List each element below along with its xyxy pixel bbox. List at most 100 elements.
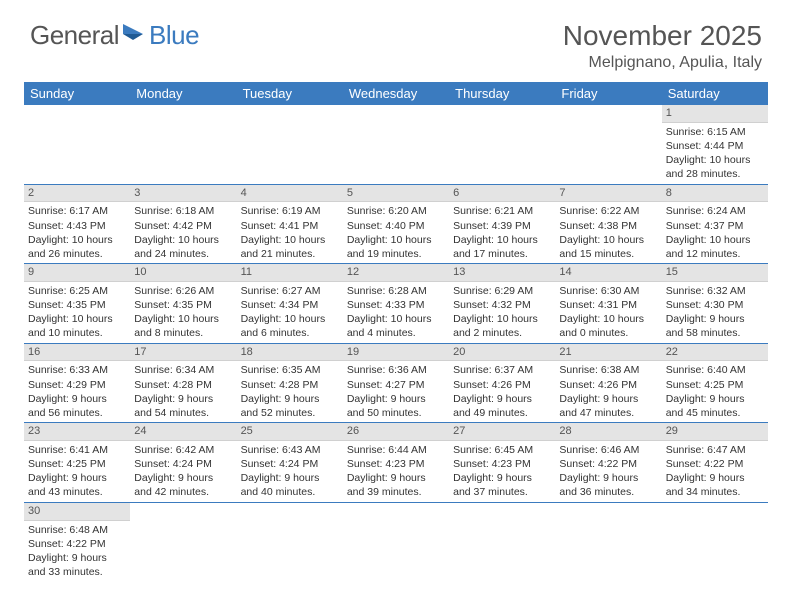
sunrise-line: Sunrise: 6:20 AM bbox=[347, 204, 445, 218]
logo-text-general: General bbox=[30, 20, 119, 51]
day-number: 9 bbox=[24, 264, 130, 282]
day-number: 12 bbox=[343, 264, 449, 282]
sunrise-line: Sunrise: 6:34 AM bbox=[134, 363, 232, 377]
daylight-line: Daylight: 10 hours and 10 minutes. bbox=[28, 312, 126, 340]
sunrise-line: Sunrise: 6:22 AM bbox=[559, 204, 657, 218]
calendar-day-cell: 3Sunrise: 6:18 AMSunset: 4:42 PMDaylight… bbox=[130, 184, 236, 264]
calendar-day-cell: 11Sunrise: 6:27 AMSunset: 4:34 PMDayligh… bbox=[237, 264, 343, 344]
sunset-line: Sunset: 4:33 PM bbox=[347, 298, 445, 312]
day-content: Sunrise: 6:22 AMSunset: 4:38 PMDaylight:… bbox=[555, 202, 661, 263]
calendar-week-row: 23Sunrise: 6:41 AMSunset: 4:25 PMDayligh… bbox=[24, 423, 768, 503]
day-header: Monday bbox=[130, 82, 236, 105]
day-content: Sunrise: 6:15 AMSunset: 4:44 PMDaylight:… bbox=[662, 123, 768, 184]
calendar-day-cell: 13Sunrise: 6:29 AMSunset: 4:32 PMDayligh… bbox=[449, 264, 555, 344]
day-number: 15 bbox=[662, 264, 768, 282]
day-number: 14 bbox=[555, 264, 661, 282]
day-number: 13 bbox=[449, 264, 555, 282]
daylight-line: Daylight: 9 hours and 49 minutes. bbox=[453, 392, 551, 420]
sunrise-line: Sunrise: 6:33 AM bbox=[28, 363, 126, 377]
sunset-line: Sunset: 4:25 PM bbox=[666, 378, 764, 392]
day-header: Wednesday bbox=[343, 82, 449, 105]
calendar-day-cell: 18Sunrise: 6:35 AMSunset: 4:28 PMDayligh… bbox=[237, 343, 343, 423]
day-number: 2 bbox=[24, 185, 130, 203]
calendar-empty-cell bbox=[662, 502, 768, 581]
day-number: 26 bbox=[343, 423, 449, 441]
daylight-line: Daylight: 10 hours and 2 minutes. bbox=[453, 312, 551, 340]
day-number: 5 bbox=[343, 185, 449, 203]
sunset-line: Sunset: 4:41 PM bbox=[241, 219, 339, 233]
sunset-line: Sunset: 4:43 PM bbox=[28, 219, 126, 233]
day-header: Saturday bbox=[662, 82, 768, 105]
day-number: 25 bbox=[237, 423, 343, 441]
day-content: Sunrise: 6:27 AMSunset: 4:34 PMDaylight:… bbox=[237, 282, 343, 343]
calendar-day-cell: 5Sunrise: 6:20 AMSunset: 4:40 PMDaylight… bbox=[343, 184, 449, 264]
sunrise-line: Sunrise: 6:18 AM bbox=[134, 204, 232, 218]
sunset-line: Sunset: 4:30 PM bbox=[666, 298, 764, 312]
day-number: 29 bbox=[662, 423, 768, 441]
logo-text-blue: Blue bbox=[149, 20, 199, 51]
calendar-day-cell: 21Sunrise: 6:38 AMSunset: 4:26 PMDayligh… bbox=[555, 343, 661, 423]
day-content: Sunrise: 6:18 AMSunset: 4:42 PMDaylight:… bbox=[130, 202, 236, 263]
sunrise-line: Sunrise: 6:21 AM bbox=[453, 204, 551, 218]
sunset-line: Sunset: 4:37 PM bbox=[666, 219, 764, 233]
day-content: Sunrise: 6:41 AMSunset: 4:25 PMDaylight:… bbox=[24, 441, 130, 502]
daylight-line: Daylight: 10 hours and 28 minutes. bbox=[666, 153, 764, 181]
title-block: November 2025 Melpignano, Apulia, Italy bbox=[563, 20, 762, 72]
sunset-line: Sunset: 4:38 PM bbox=[559, 219, 657, 233]
sunrise-line: Sunrise: 6:41 AM bbox=[28, 443, 126, 457]
sunset-line: Sunset: 4:39 PM bbox=[453, 219, 551, 233]
location: Melpignano, Apulia, Italy bbox=[563, 54, 762, 72]
day-number: 22 bbox=[662, 344, 768, 362]
calendar-empty-cell bbox=[24, 105, 130, 184]
daylight-line: Daylight: 9 hours and 58 minutes. bbox=[666, 312, 764, 340]
daylight-line: Daylight: 9 hours and 43 minutes. bbox=[28, 471, 126, 499]
calendar-day-cell: 17Sunrise: 6:34 AMSunset: 4:28 PMDayligh… bbox=[130, 343, 236, 423]
calendar-week-row: 16Sunrise: 6:33 AMSunset: 4:29 PMDayligh… bbox=[24, 343, 768, 423]
sunrise-line: Sunrise: 6:17 AM bbox=[28, 204, 126, 218]
day-content: Sunrise: 6:45 AMSunset: 4:23 PMDaylight:… bbox=[449, 441, 555, 502]
calendar-day-cell: 26Sunrise: 6:44 AMSunset: 4:23 PMDayligh… bbox=[343, 423, 449, 503]
day-content: Sunrise: 6:24 AMSunset: 4:37 PMDaylight:… bbox=[662, 202, 768, 263]
day-content: Sunrise: 6:35 AMSunset: 4:28 PMDaylight:… bbox=[237, 361, 343, 422]
calendar-day-cell: 9Sunrise: 6:25 AMSunset: 4:35 PMDaylight… bbox=[24, 264, 130, 344]
daylight-line: Daylight: 10 hours and 17 minutes. bbox=[453, 233, 551, 261]
day-number: 7 bbox=[555, 185, 661, 203]
calendar-day-cell: 7Sunrise: 6:22 AMSunset: 4:38 PMDaylight… bbox=[555, 184, 661, 264]
day-content: Sunrise: 6:32 AMSunset: 4:30 PMDaylight:… bbox=[662, 282, 768, 343]
calendar-day-cell: 10Sunrise: 6:26 AMSunset: 4:35 PMDayligh… bbox=[130, 264, 236, 344]
day-content: Sunrise: 6:30 AMSunset: 4:31 PMDaylight:… bbox=[555, 282, 661, 343]
day-number: 6 bbox=[449, 185, 555, 203]
day-content: Sunrise: 6:42 AMSunset: 4:24 PMDaylight:… bbox=[130, 441, 236, 502]
day-number: 20 bbox=[449, 344, 555, 362]
sunrise-line: Sunrise: 6:26 AM bbox=[134, 284, 232, 298]
sunrise-line: Sunrise: 6:32 AM bbox=[666, 284, 764, 298]
daylight-line: Daylight: 9 hours and 40 minutes. bbox=[241, 471, 339, 499]
day-content: Sunrise: 6:46 AMSunset: 4:22 PMDaylight:… bbox=[555, 441, 661, 502]
calendar-empty-cell bbox=[449, 105, 555, 184]
logo: General Blue bbox=[30, 20, 199, 51]
sunset-line: Sunset: 4:25 PM bbox=[28, 457, 126, 471]
calendar-day-cell: 28Sunrise: 6:46 AMSunset: 4:22 PMDayligh… bbox=[555, 423, 661, 503]
day-content: Sunrise: 6:40 AMSunset: 4:25 PMDaylight:… bbox=[662, 361, 768, 422]
sunset-line: Sunset: 4:44 PM bbox=[666, 139, 764, 153]
day-number: 1 bbox=[662, 105, 768, 123]
daylight-line: Daylight: 9 hours and 42 minutes. bbox=[134, 471, 232, 499]
day-content: Sunrise: 6:28 AMSunset: 4:33 PMDaylight:… bbox=[343, 282, 449, 343]
day-content: Sunrise: 6:33 AMSunset: 4:29 PMDaylight:… bbox=[24, 361, 130, 422]
sunset-line: Sunset: 4:22 PM bbox=[28, 537, 126, 551]
daylight-line: Daylight: 9 hours and 50 minutes. bbox=[347, 392, 445, 420]
sunrise-line: Sunrise: 6:46 AM bbox=[559, 443, 657, 457]
daylight-line: Daylight: 9 hours and 39 minutes. bbox=[347, 471, 445, 499]
sunrise-line: Sunrise: 6:47 AM bbox=[666, 443, 764, 457]
calendar-day-cell: 19Sunrise: 6:36 AMSunset: 4:27 PMDayligh… bbox=[343, 343, 449, 423]
month-title: November 2025 bbox=[563, 20, 762, 52]
day-content: Sunrise: 6:17 AMSunset: 4:43 PMDaylight:… bbox=[24, 202, 130, 263]
calendar-day-cell: 27Sunrise: 6:45 AMSunset: 4:23 PMDayligh… bbox=[449, 423, 555, 503]
calendar-day-cell: 4Sunrise: 6:19 AMSunset: 4:41 PMDaylight… bbox=[237, 184, 343, 264]
calendar-empty-cell bbox=[130, 105, 236, 184]
daylight-line: Daylight: 10 hours and 4 minutes. bbox=[347, 312, 445, 340]
sunset-line: Sunset: 4:29 PM bbox=[28, 378, 126, 392]
sunset-line: Sunset: 4:31 PM bbox=[559, 298, 657, 312]
sunset-line: Sunset: 4:35 PM bbox=[28, 298, 126, 312]
day-number: 19 bbox=[343, 344, 449, 362]
